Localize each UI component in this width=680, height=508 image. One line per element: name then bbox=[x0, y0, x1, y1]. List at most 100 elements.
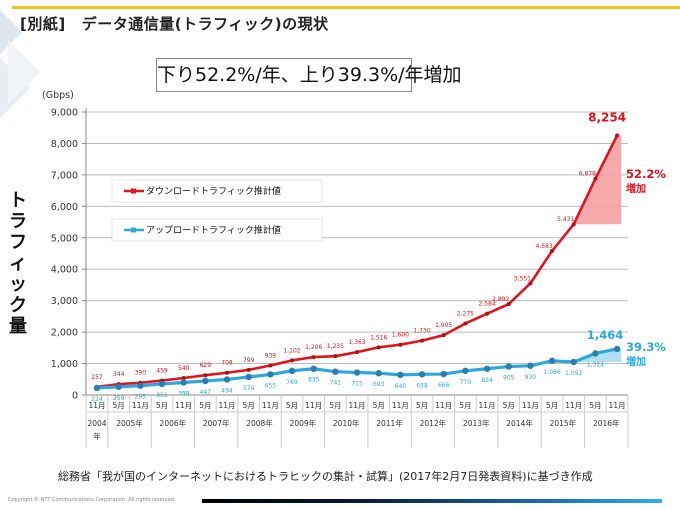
x-month-label: 5月 bbox=[199, 401, 211, 410]
vlabel-char: ィ bbox=[9, 253, 27, 274]
x-month-label: 11月 bbox=[392, 401, 409, 410]
upload-data-label: 741 bbox=[330, 380, 342, 387]
upload-data-label: 398 bbox=[178, 390, 190, 397]
x-year-label-suffix: 年 bbox=[93, 431, 101, 441]
x-month-label: 5月 bbox=[459, 401, 471, 410]
upload-point bbox=[353, 369, 361, 376]
upload-point bbox=[223, 376, 231, 383]
upload-point bbox=[202, 377, 209, 385]
page-title: [別紙] データ通信量(トラフィック)の現状 bbox=[20, 13, 329, 34]
upload-data-label: 1,051 bbox=[565, 370, 582, 377]
upload-final-value: 1,464 bbox=[587, 328, 623, 342]
x-month-label: 5月 bbox=[329, 401, 341, 410]
x-month-label: 11月 bbox=[565, 401, 582, 410]
download-data-label: 257 bbox=[91, 374, 103, 381]
upload-point bbox=[93, 384, 101, 392]
upload-point bbox=[483, 365, 491, 372]
download-data-label: 6,878 bbox=[579, 171, 596, 178]
download-point bbox=[615, 133, 620, 138]
x-year-label: 2004 bbox=[87, 419, 106, 428]
download-point bbox=[290, 358, 295, 363]
download-point bbox=[355, 350, 360, 355]
upload-data-label: 666 bbox=[438, 382, 450, 389]
upload-point bbox=[440, 370, 447, 378]
upload-point bbox=[527, 362, 534, 369]
vlabel-char: ッ bbox=[9, 274, 27, 295]
title-bracket-label: [別紙] bbox=[20, 15, 66, 33]
upload-point bbox=[245, 373, 252, 381]
x-year-label: 2012年 bbox=[420, 418, 447, 428]
upload-data-label: 769 bbox=[286, 379, 298, 386]
y-tick-label: 9,000 bbox=[51, 108, 78, 119]
upload-data-label: 655 bbox=[265, 382, 277, 389]
upload-point bbox=[310, 365, 317, 372]
download-point bbox=[268, 363, 273, 368]
upload-data-label: 1,324 bbox=[587, 361, 604, 368]
upload-point bbox=[418, 371, 426, 378]
upload-data-label: 658 bbox=[416, 382, 428, 389]
download-point bbox=[420, 338, 425, 343]
x-month-label: 5月 bbox=[243, 401, 255, 410]
x-month-label: 11月 bbox=[175, 401, 192, 410]
download-data-label: 708 bbox=[221, 360, 233, 367]
download-data-label: 1,206 bbox=[305, 344, 322, 351]
download-point bbox=[246, 367, 251, 372]
x-year-label: 2008年 bbox=[246, 418, 273, 428]
download-growth-rate: 52.2% bbox=[626, 167, 666, 181]
x-year-label: 2009年 bbox=[290, 418, 317, 428]
download-point bbox=[376, 345, 381, 350]
y-axis-vertical-label: ト ラ フ ィ ッ ク 量 bbox=[7, 190, 29, 337]
upload-data-label: 295 bbox=[135, 394, 147, 401]
upload-point bbox=[267, 371, 274, 378]
download-data-label: 390 bbox=[135, 370, 147, 377]
download-data-label: 3,551 bbox=[514, 275, 531, 282]
upload-data-label: 351 bbox=[156, 392, 168, 399]
download-data-label: 1,235 bbox=[327, 343, 344, 350]
source-note: 総務省「我が国のインターネットにおけるトラヒックの集計・試算」(2017年2月7… bbox=[58, 470, 593, 483]
x-year-label: 2013年 bbox=[463, 418, 490, 428]
download-point bbox=[485, 311, 490, 316]
y-tick-label: 1,000 bbox=[51, 359, 78, 370]
footer-gradient-bar bbox=[202, 499, 662, 503]
upload-point bbox=[570, 358, 577, 366]
copyright-text: Copyright © NTT Communications Corporati… bbox=[8, 497, 176, 503]
upload-point bbox=[592, 350, 599, 357]
download-point bbox=[463, 321, 468, 326]
headline-box: 下り52.2%/年、上り39.3%/年増加 bbox=[156, 58, 462, 92]
download-point bbox=[398, 342, 403, 347]
x-month-label: 11月 bbox=[88, 401, 105, 410]
y-tick-label: 8,000 bbox=[51, 139, 78, 150]
x-year-label: 2016年 bbox=[593, 418, 620, 428]
download-data-label: 4,583 bbox=[535, 243, 552, 250]
download-series-line bbox=[96, 134, 619, 389]
upload-data-label: 1,086 bbox=[543, 369, 560, 376]
y-tick-label: 0 bbox=[72, 391, 78, 402]
legend-upload-swatch-marker bbox=[131, 227, 136, 233]
header-accent-line bbox=[12, 6, 680, 9]
download-data-label: 1,905 bbox=[435, 322, 452, 329]
x-year-label: 2006年 bbox=[160, 418, 187, 428]
download-data-label: 5,431 bbox=[557, 216, 574, 223]
download-point bbox=[506, 302, 511, 307]
download-data-label: 344 bbox=[113, 371, 125, 378]
x-month-label: 11月 bbox=[218, 401, 235, 410]
y-tick-label: 6,000 bbox=[51, 202, 78, 213]
y-tick-label: 4,000 bbox=[51, 265, 78, 276]
decorative-chevron-shapes bbox=[0, 10, 40, 118]
upload-data-label: 224 bbox=[91, 396, 103, 403]
download-data-label: 799 bbox=[243, 357, 255, 364]
upload-data-label: 259 bbox=[113, 395, 125, 402]
x-month-label: 11月 bbox=[305, 401, 322, 410]
y-tick-label: 5,000 bbox=[51, 233, 78, 244]
download-data-label: 540 bbox=[178, 365, 190, 372]
vlabel-char: ラ bbox=[9, 211, 27, 232]
download-point bbox=[571, 222, 576, 227]
y-tick-label: 2,000 bbox=[51, 328, 78, 339]
x-month-label: 5月 bbox=[156, 401, 168, 410]
download-data-label: 1,516 bbox=[370, 334, 387, 341]
x-month-label: 5月 bbox=[503, 401, 515, 410]
x-month-label: 11月 bbox=[349, 401, 366, 410]
download-data-label: 939 bbox=[265, 352, 277, 359]
x-month-label: 11月 bbox=[262, 401, 279, 410]
